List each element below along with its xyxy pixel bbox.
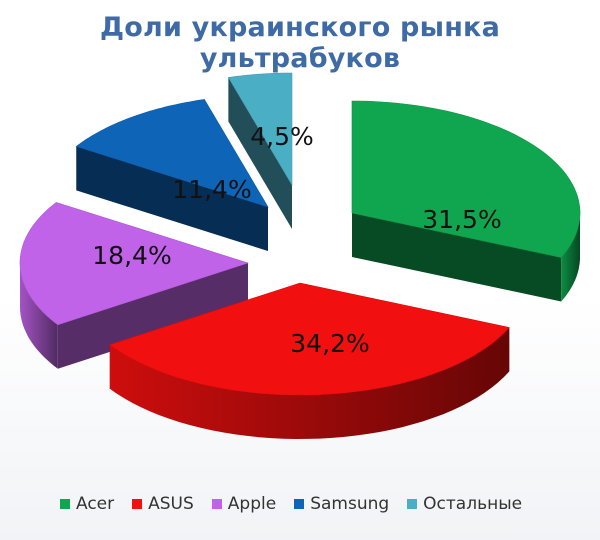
chart-legend: Acer ASUS Apple Samsung Остальные (60, 494, 580, 514)
legend-label: Apple (227, 494, 277, 514)
pie-slice-top (351, 100, 581, 258)
pie-slice-top (75, 99, 269, 208)
pie-slice-apple (19, 202, 249, 369)
legend-item-acer: Acer (60, 494, 114, 514)
data-label-apple: 18,4% (92, 241, 171, 270)
legend-item-остальные: Остальные (407, 494, 522, 514)
data-label-остальные: 4,5% (250, 122, 314, 151)
legend-item-samsung: Samsung (294, 494, 389, 514)
pie-slice-top (109, 282, 510, 396)
chart-title: Доли украинского рынка ультрабуков (99, 12, 500, 74)
pie-slice-wall (228, 77, 292, 229)
legend-item-asus: ASUS (132, 494, 194, 514)
data-label-acer: 31,5% (422, 205, 501, 234)
legend-swatch (211, 499, 222, 509)
pie-slice-top (19, 202, 249, 326)
legend-label: Acer (76, 494, 115, 514)
pie-slice-asus (109, 282, 510, 439)
data-label-asus: 34,2% (290, 329, 369, 358)
pie-slice-rim (561, 213, 580, 302)
pie-slice-rim (20, 263, 58, 369)
legend-label: Остальные (423, 494, 523, 514)
pie-slice-acer (351, 100, 581, 302)
pie-chart: 31,5% 34,2% 18,4% 11,4% 4,5% (19, 72, 581, 439)
pie-slice-rim (109, 327, 510, 439)
legend-item-apple: Apple (211, 494, 277, 514)
pie-slice-top (227, 72, 293, 187)
pie-slice-остальные (227, 72, 293, 229)
pie-slice-wall (352, 213, 562, 302)
pie-slice-samsung (75, 99, 269, 251)
legend-label: Samsung (310, 494, 390, 514)
legend-label: ASUS (148, 494, 194, 514)
legend-swatch (60, 499, 70, 509)
legend-swatch (407, 499, 418, 509)
legend-swatch (294, 499, 305, 509)
pie-slice-wall (76, 146, 268, 251)
data-label-samsung: 11,4% (172, 175, 251, 204)
legend-swatch (132, 499, 143, 509)
